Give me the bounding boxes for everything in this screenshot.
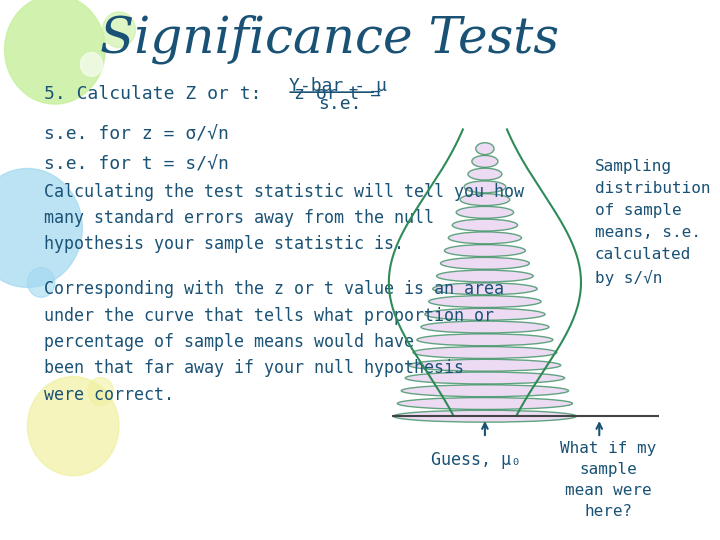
Ellipse shape	[428, 295, 541, 307]
Text: What if my
sample
mean were
here?: What if my sample mean were here?	[560, 441, 657, 519]
Text: Sampling
distribution
of sample
means, s.e.
calculated
by s/√n: Sampling distribution of sample means, s…	[595, 159, 710, 286]
Ellipse shape	[441, 258, 529, 269]
Ellipse shape	[425, 308, 545, 320]
Ellipse shape	[393, 410, 577, 422]
Circle shape	[27, 376, 119, 476]
Ellipse shape	[436, 270, 534, 282]
Circle shape	[27, 268, 55, 298]
Circle shape	[102, 12, 135, 48]
Ellipse shape	[421, 321, 549, 333]
Text: 5. Calculate Z or t:   z or t =: 5. Calculate Z or t: z or t =	[44, 85, 392, 103]
Ellipse shape	[409, 359, 561, 371]
Ellipse shape	[433, 283, 537, 295]
Ellipse shape	[413, 347, 557, 359]
Ellipse shape	[417, 334, 553, 346]
Text: Y-bar - μ: Y-bar - μ	[289, 77, 387, 95]
Ellipse shape	[449, 232, 521, 244]
Text: s.e. for z = σ/√n: s.e. for z = σ/√n	[44, 125, 229, 143]
Text: Corresponding with the z or t value is an area
under the curve that tells what p: Corresponding with the z or t value is a…	[44, 280, 504, 404]
Circle shape	[81, 52, 102, 76]
Text: Significance Tests: Significance Tests	[100, 15, 559, 64]
Ellipse shape	[456, 206, 513, 218]
Circle shape	[88, 377, 114, 406]
Text: s.e. for t = s/√n: s.e. for t = s/√n	[44, 154, 229, 172]
Ellipse shape	[468, 168, 502, 180]
Ellipse shape	[401, 385, 569, 397]
Text: Guess, μ₀: Guess, μ₀	[431, 451, 521, 469]
Text: Calculating the test statistic will tell you how
many standard errors away from : Calculating the test statistic will tell…	[44, 183, 524, 253]
Ellipse shape	[476, 143, 494, 154]
Ellipse shape	[472, 156, 498, 167]
Ellipse shape	[464, 181, 506, 193]
Ellipse shape	[460, 194, 510, 206]
Ellipse shape	[452, 219, 518, 231]
Circle shape	[0, 168, 82, 287]
Ellipse shape	[397, 397, 572, 409]
Text: s.e.: s.e.	[318, 95, 362, 113]
Ellipse shape	[405, 372, 564, 384]
Ellipse shape	[444, 245, 526, 256]
Circle shape	[4, 0, 105, 104]
